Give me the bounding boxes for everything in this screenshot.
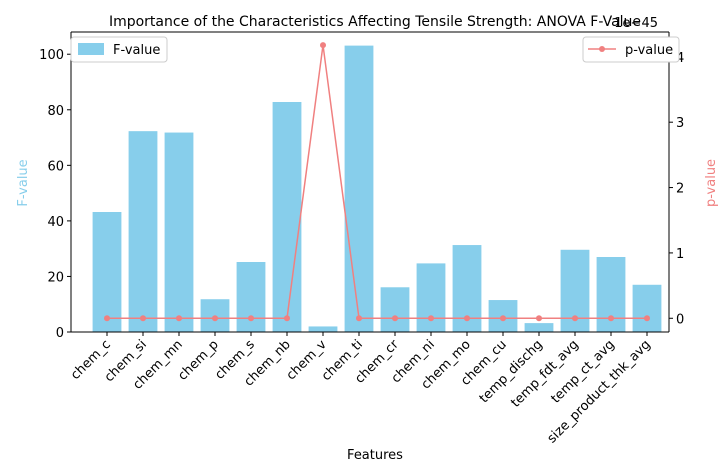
y-tick-label-left: 0: [56, 326, 64, 341]
bar-chem-ni: [416, 263, 446, 332]
p-value-point-chem-si: [140, 315, 146, 322]
bar-chem-ti: [344, 45, 374, 332]
bar-temp-dischg: [524, 323, 554, 332]
p-value-point-chem-c: [104, 315, 110, 322]
x-axis-ticks: chem_cchem_sichem_mnchem_pchem_schem_nbc…: [68, 332, 654, 446]
bar-chem-c: [92, 212, 122, 332]
legend-p-value: p-value: [582, 36, 680, 63]
x-axis-label: Features: [347, 448, 403, 463]
bar-chem-nb: [272, 102, 302, 332]
legend-p-value-marker: [599, 46, 605, 52]
bar-chem-s: [236, 262, 266, 332]
p-value-point-chem-s: [248, 315, 254, 322]
plot-marks: [92, 42, 662, 332]
chart-title: Importance of the Characteristics Affect…: [109, 14, 641, 30]
left-axis-ticks: 0 20 40 60 80 100: [39, 48, 71, 341]
p-value-line: [107, 44, 647, 320]
p-value-point-chem-mo: [464, 315, 470, 322]
bar-chem-si: [128, 131, 158, 332]
p-value-point-chem-cu: [500, 315, 506, 322]
p-value-point-temp-fdt-avg: [572, 315, 578, 322]
p-value-point-chem-mn: [176, 315, 182, 322]
y-tick-label-left: 80: [47, 104, 64, 119]
legend-f-value: F-value: [70, 36, 168, 63]
bar-chem-cr: [380, 287, 410, 332]
p-value-point-chem-ni: [428, 315, 434, 322]
legend-f-value-swatch: [78, 43, 104, 55]
y-tick-label-left: 100: [39, 48, 64, 63]
bar-size-product-thk-avg: [632, 284, 662, 332]
legend-p-value-frame: [582, 36, 680, 63]
y-axis-label-right: p-value: [704, 159, 719, 207]
p-value-point-chem-v: [320, 42, 326, 49]
y-tick-label-right: 2: [676, 182, 684, 197]
y-axis-label-left: F-value: [16, 159, 31, 206]
p-value-point-chem-cr: [392, 315, 398, 322]
axes: [70, 31, 670, 333]
bar-chem-mn: [164, 132, 194, 332]
bar-chem-v: [308, 326, 338, 332]
right-axis-ticks: 0 1 2 3 4: [669, 51, 684, 327]
y-tick-label-left: 20: [47, 270, 64, 285]
legend-f-value-label: F-value: [113, 43, 160, 58]
p-value-point-chem-ti: [356, 315, 362, 322]
p-value-point-chem-p: [212, 315, 218, 322]
p-value-point-size-product-thk-avg: [644, 315, 650, 322]
y-tick-label-right: 4: [676, 51, 684, 66]
y-tick-label-right: 1: [676, 247, 684, 262]
p-value-point-temp-ct-avg: [608, 315, 614, 322]
x-tick-label: chem_p: [175, 337, 222, 384]
right-axis-offset-label: 1e−45: [614, 16, 658, 31]
p-value-point-chem-nb: [284, 315, 290, 322]
y-tick-label-left: 60: [47, 159, 64, 174]
y-tick-label-right: 0: [676, 312, 684, 327]
y-tick-label-right: 3: [676, 116, 684, 131]
p-value-point-temp-dischg: [536, 315, 542, 322]
y-tick-label-left: 40: [47, 215, 64, 230]
legend-p-value-label: p-value: [625, 43, 673, 58]
